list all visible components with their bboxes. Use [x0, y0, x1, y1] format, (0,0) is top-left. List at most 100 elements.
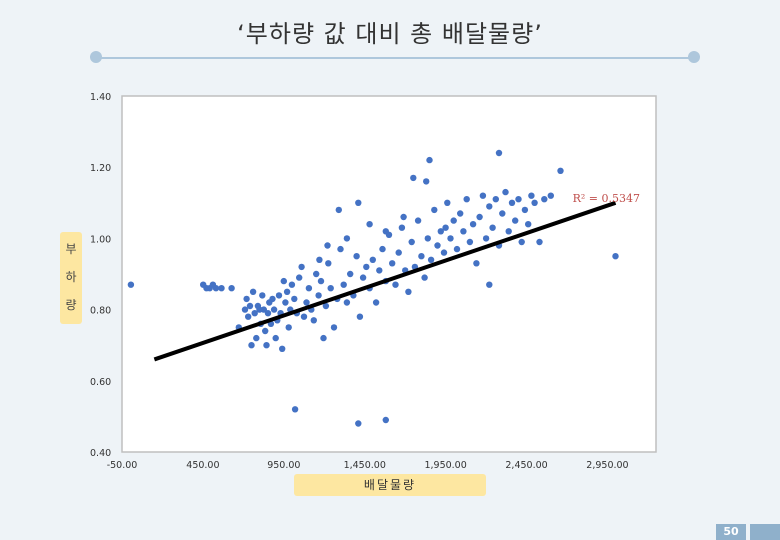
data-point [434, 242, 441, 249]
y-tick-label: 0.60 [90, 377, 111, 388]
data-point [427, 256, 435, 263]
page-number: 50 [716, 524, 746, 540]
data-point [270, 306, 278, 313]
plot-area [121, 95, 657, 453]
data-point [453, 245, 461, 253]
x-tick-label: 2,950.00 [586, 460, 628, 471]
x-tick-label: 1,450.00 [344, 460, 386, 471]
data-point [241, 306, 249, 313]
data-point [280, 277, 287, 285]
data-point [392, 281, 399, 288]
data-point [405, 288, 412, 295]
x-tick-label: 950.00 [267, 460, 300, 471]
y-tick-label: 0.40 [90, 448, 111, 459]
data-point [379, 245, 386, 253]
data-point [410, 174, 417, 182]
data-point [340, 281, 347, 288]
data-point [343, 299, 351, 306]
data-point [460, 228, 467, 235]
data-point [127, 281, 135, 288]
data-point [398, 224, 406, 231]
data-point [426, 156, 433, 164]
page-number-strip [750, 524, 780, 540]
data-point [315, 292, 322, 299]
data-point [249, 288, 257, 295]
data-point [325, 260, 332, 267]
data-point [521, 206, 529, 214]
x-tick-label: 2,450.00 [505, 460, 547, 471]
data-point [330, 324, 338, 331]
data-point [275, 292, 283, 299]
title-divider-right-dot [688, 51, 700, 63]
data-point [322, 302, 330, 310]
data-point [327, 285, 334, 292]
data-point [457, 210, 464, 217]
data-point [260, 306, 267, 313]
data-point [421, 274, 428, 281]
slide-title: ‘부하량 값 대비 총 배달물량’ [237, 20, 543, 48]
y-tick-label: 1.00 [90, 234, 111, 245]
data-point [285, 324, 292, 331]
data-point [505, 228, 512, 235]
data-point [251, 310, 258, 317]
data-point [515, 196, 522, 203]
data-point [320, 334, 327, 342]
data-point [486, 203, 493, 210]
data-point [466, 238, 474, 246]
y-tick-label: 0.80 [90, 306, 111, 317]
data-point [243, 295, 250, 303]
data-point [473, 260, 480, 267]
data-point [288, 281, 296, 288]
data-point [489, 224, 496, 231]
title-divider-line [96, 57, 694, 59]
data-point [369, 256, 376, 263]
data-point [259, 292, 266, 299]
data-point [508, 199, 516, 206]
y-axis-label-char: 하 [65, 270, 77, 284]
data-point [437, 228, 444, 235]
data-point [541, 196, 548, 203]
data-point [343, 235, 351, 242]
data-point [408, 238, 415, 246]
data-point [263, 342, 270, 349]
data-point [355, 420, 362, 427]
data-point [218, 285, 225, 292]
data-point [486, 281, 493, 288]
data-point [356, 313, 364, 320]
data-point [264, 310, 272, 317]
data-point [335, 206, 342, 214]
data-point [518, 238, 525, 246]
data-point [310, 317, 317, 324]
data-point [395, 249, 402, 256]
data-point [291, 406, 299, 413]
y-tick-label: 1.40 [90, 92, 111, 103]
data-point [347, 270, 354, 278]
data-point [469, 221, 477, 228]
trend-line [153, 200, 617, 362]
title-divider-left-dot [90, 51, 102, 63]
data-point [298, 263, 305, 271]
data-point [366, 221, 373, 228]
data-point [418, 253, 425, 260]
data-point [376, 267, 383, 274]
data-point [262, 327, 269, 335]
data-point [300, 313, 308, 320]
data-point [400, 213, 407, 221]
data-point [212, 285, 220, 292]
x-tick-label: -50.00 [107, 460, 138, 471]
data-point [305, 285, 313, 292]
data-point [253, 334, 260, 342]
data-point [283, 288, 291, 295]
data-point [317, 277, 325, 285]
data-point [450, 217, 457, 224]
data-point [431, 206, 438, 214]
data-point [612, 253, 619, 260]
data-point [414, 217, 422, 224]
data-point [495, 149, 503, 157]
y-axis-label-char: 부 [65, 242, 77, 256]
data-point [479, 192, 487, 199]
y-axis-label-char: 량 [65, 298, 77, 312]
data-point [303, 299, 310, 306]
y-axis-ticks: 0.40 0.60 0.80 1.00 1.20 1.40 [90, 92, 111, 459]
